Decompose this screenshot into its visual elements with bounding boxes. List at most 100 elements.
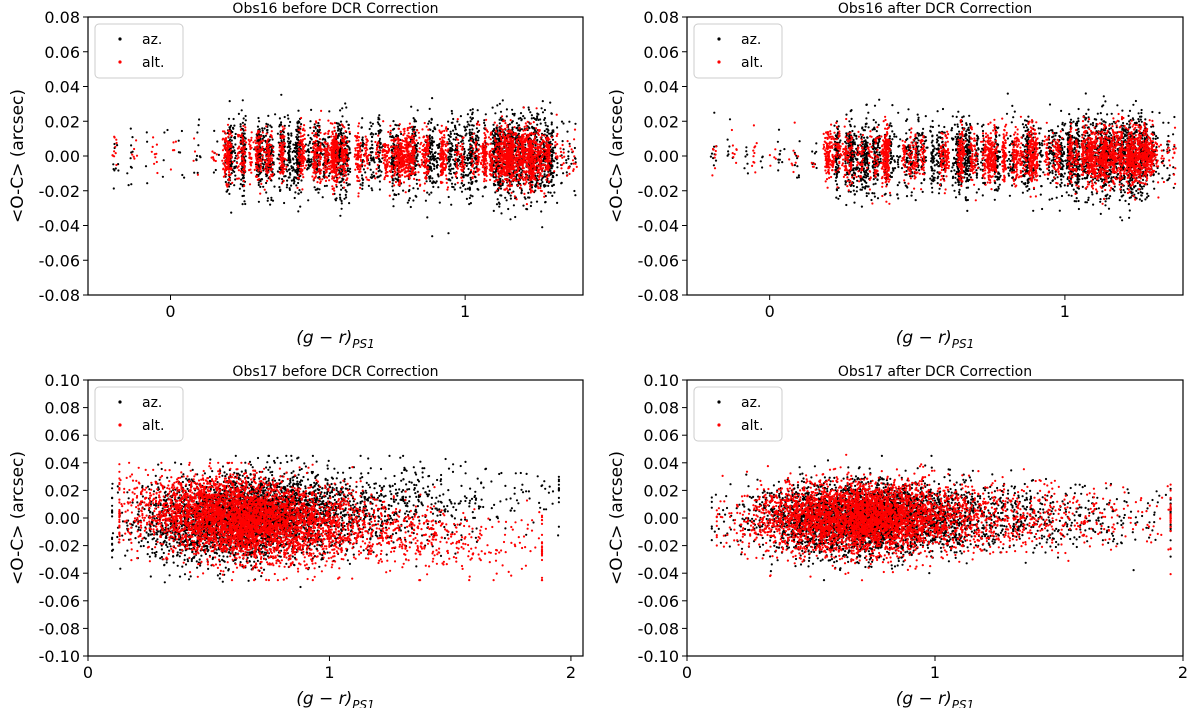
data-point [555,174,558,177]
data-point [242,129,245,132]
data-point [337,166,340,169]
data-point [447,178,450,181]
data-point [255,137,258,140]
data-point [402,139,405,143]
data-point [339,214,342,217]
data-point [467,148,470,151]
data-point [343,148,346,151]
data-point [432,163,435,166]
data-point [405,164,408,167]
data-point [461,148,464,151]
data-point [458,123,461,126]
data-point [266,167,269,171]
data-point [323,159,326,162]
data-point [268,150,272,153]
data-point [403,132,406,135]
data-point [372,156,375,159]
data-point [286,170,289,173]
data-point [425,180,428,183]
data-point [466,162,469,165]
data-point [130,183,133,186]
data-point [230,139,233,142]
data-point [290,134,293,137]
data-point [453,153,456,156]
data-point [550,153,554,156]
data-point [430,118,433,121]
data-point [398,174,401,177]
data-point [217,153,220,156]
data-point [501,183,504,187]
data-point [287,145,290,148]
data-point [511,128,514,131]
data-point [240,178,243,181]
data-point [476,187,479,191]
data-point [443,129,446,132]
data-point [344,189,347,192]
data-point [413,125,417,128]
data-point [471,177,474,180]
data-point [229,138,232,141]
data-point [424,163,427,166]
data-point [336,177,339,180]
data-point [477,143,481,146]
data-point [439,138,442,141]
data-point [517,132,521,135]
data-point [242,149,245,152]
data-point [341,154,344,157]
data-point [228,192,231,195]
data-point [543,173,546,176]
data-point [439,165,443,168]
data-point [258,120,261,123]
data-point [403,130,406,133]
data-point [243,123,246,126]
data-point [273,185,276,188]
data-point [285,165,288,168]
data-point [492,142,495,145]
data-point [541,100,544,103]
data-point [322,170,325,173]
data-point [470,162,473,165]
data-point [322,167,325,170]
data-point [287,117,290,120]
data-point [449,169,452,172]
data-point [425,177,428,180]
data-point [296,186,299,189]
data-point [347,127,350,130]
data-point [270,173,273,176]
data-point [481,166,484,169]
data-point [343,135,346,138]
data-point [535,118,538,121]
data-point [340,184,343,187]
data-point [374,132,377,135]
data-point [253,168,256,171]
data-point [407,199,410,202]
data-point [338,146,341,149]
data-point [463,166,466,169]
data-point [512,190,515,193]
data-point [469,176,472,179]
data-point [460,182,463,185]
data-point [484,170,488,173]
data-point [444,166,447,169]
data-point [372,171,375,174]
data-point [574,122,577,125]
data-point [337,132,340,136]
data-point [504,196,507,199]
data-point [467,139,471,142]
data-point [257,116,260,120]
data-point [469,120,472,123]
data-point [399,142,402,145]
data-point [463,163,466,166]
data-point [416,142,420,145]
data-point [380,170,383,173]
data-point [446,143,449,146]
data-point [335,183,338,186]
data-point [307,158,311,161]
data-point [259,172,262,175]
data-point [327,145,330,148]
data-point [453,162,456,165]
data-point [264,134,267,137]
data-point [567,157,570,160]
data-point [358,179,361,182]
data-point [468,186,471,189]
